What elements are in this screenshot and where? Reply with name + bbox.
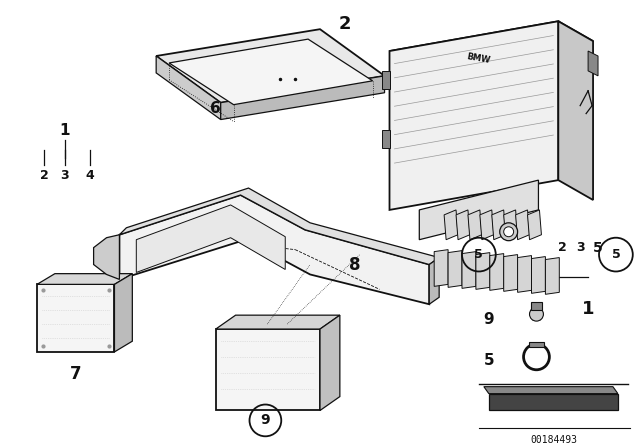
Text: 7: 7 — [70, 365, 81, 383]
Polygon shape — [216, 329, 320, 410]
Polygon shape — [518, 256, 531, 293]
Polygon shape — [545, 258, 559, 294]
Text: 4: 4 — [85, 168, 94, 181]
Text: 5: 5 — [612, 248, 620, 261]
Text: 2: 2 — [339, 15, 351, 33]
Polygon shape — [516, 210, 529, 240]
Text: 9: 9 — [483, 312, 494, 327]
Circle shape — [504, 227, 514, 237]
Polygon shape — [156, 56, 221, 120]
Polygon shape — [504, 254, 518, 291]
Text: 1: 1 — [582, 300, 595, 318]
Text: 9: 9 — [260, 414, 270, 427]
Polygon shape — [37, 274, 132, 284]
Text: 8: 8 — [349, 255, 360, 274]
Polygon shape — [221, 76, 385, 120]
Polygon shape — [531, 302, 543, 310]
Polygon shape — [419, 180, 538, 240]
Polygon shape — [156, 29, 385, 103]
Polygon shape — [216, 315, 340, 329]
Text: 3: 3 — [576, 241, 584, 254]
Polygon shape — [390, 21, 558, 210]
Polygon shape — [558, 21, 593, 200]
Text: 5: 5 — [593, 241, 603, 254]
Polygon shape — [120, 195, 429, 304]
Polygon shape — [527, 210, 541, 240]
Polygon shape — [448, 250, 462, 287]
Polygon shape — [444, 210, 458, 240]
Polygon shape — [588, 51, 598, 76]
Polygon shape — [320, 315, 340, 410]
Polygon shape — [434, 250, 448, 286]
Polygon shape — [462, 252, 476, 289]
Circle shape — [500, 223, 518, 241]
Text: BMW: BMW — [467, 52, 492, 65]
Polygon shape — [531, 257, 545, 293]
Polygon shape — [529, 342, 545, 347]
Polygon shape — [120, 188, 439, 264]
Polygon shape — [456, 210, 470, 240]
Polygon shape — [476, 253, 490, 289]
Polygon shape — [115, 274, 132, 352]
Text: 2: 2 — [558, 241, 566, 254]
Text: 4: 4 — [542, 263, 551, 276]
Polygon shape — [37, 284, 115, 352]
Text: 6: 6 — [211, 101, 221, 116]
Polygon shape — [468, 210, 482, 240]
Text: 2: 2 — [40, 168, 49, 181]
Polygon shape — [504, 210, 518, 240]
Text: 00184493: 00184493 — [531, 435, 578, 445]
Text: 5: 5 — [474, 248, 483, 261]
Polygon shape — [136, 205, 285, 272]
Polygon shape — [480, 210, 494, 240]
Polygon shape — [93, 235, 120, 280]
Polygon shape — [492, 210, 506, 240]
Polygon shape — [490, 254, 504, 290]
Polygon shape — [390, 21, 593, 71]
Polygon shape — [381, 71, 390, 89]
Polygon shape — [484, 387, 618, 394]
Text: 3: 3 — [61, 168, 69, 181]
Polygon shape — [381, 130, 390, 148]
Text: 1: 1 — [60, 123, 70, 138]
Circle shape — [529, 307, 543, 321]
Polygon shape — [169, 39, 372, 105]
Polygon shape — [489, 394, 618, 410]
Polygon shape — [429, 258, 439, 304]
Text: 5: 5 — [483, 353, 494, 368]
